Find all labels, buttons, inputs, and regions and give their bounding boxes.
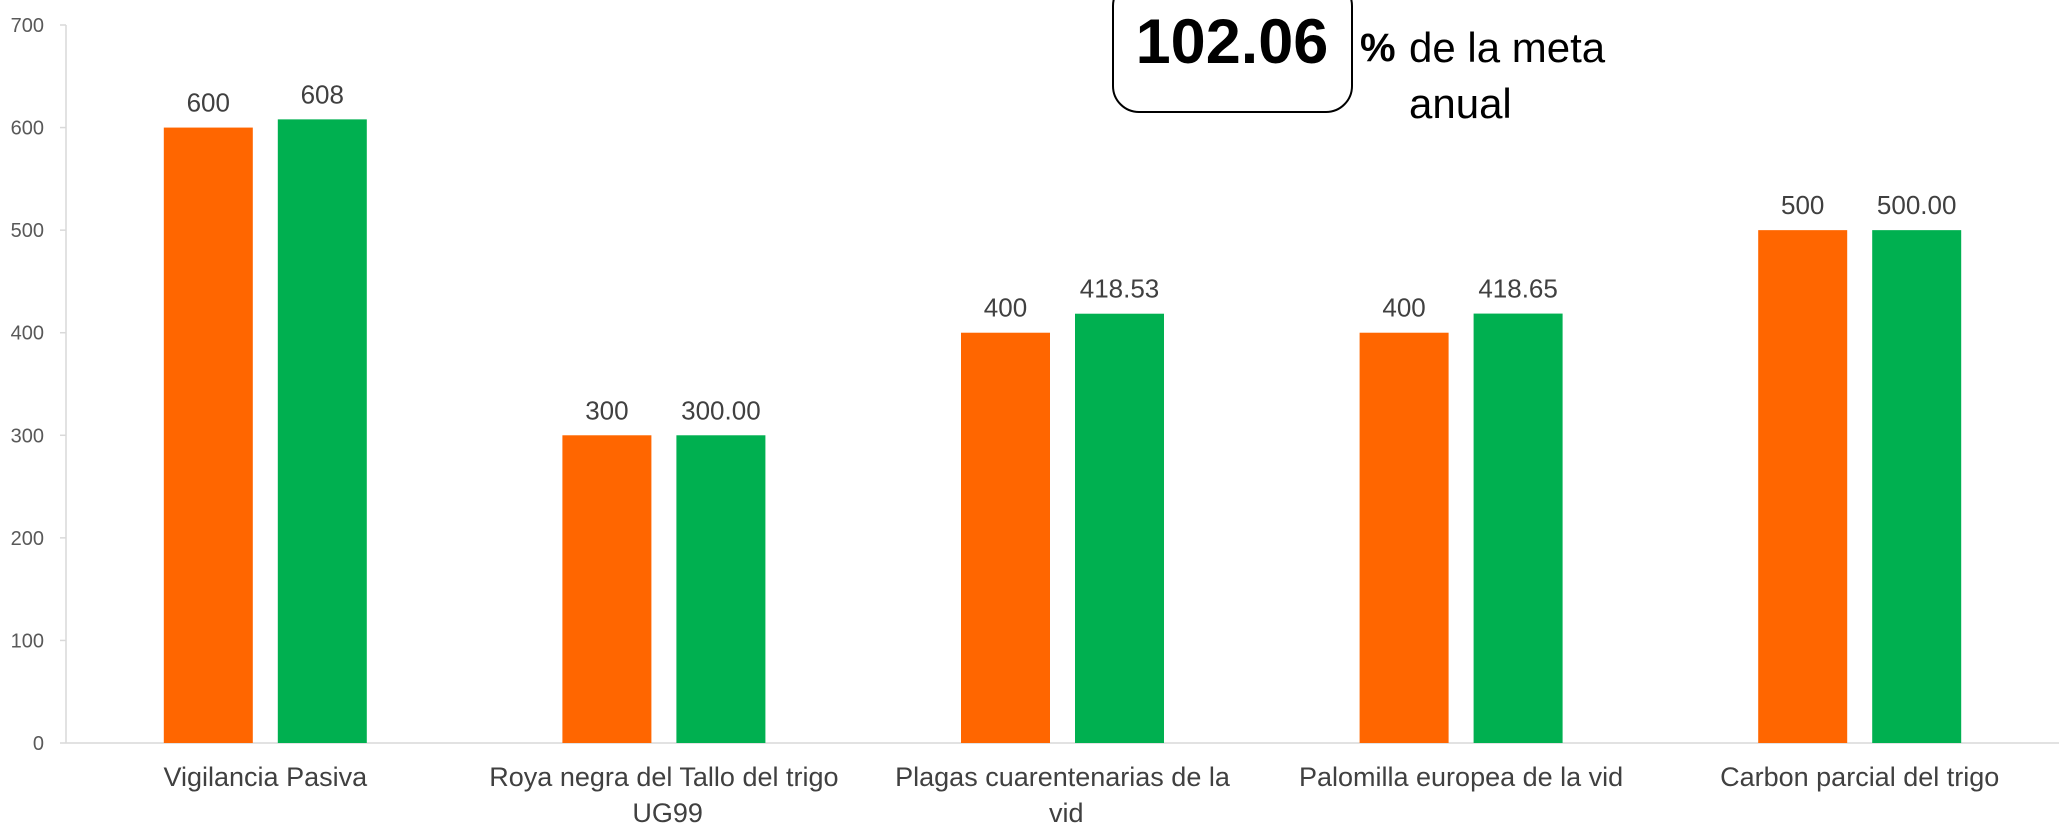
x-tick-label: Roya negra del Tallo del trigo UG99 [489,762,838,828]
annotation-value: 102.06 [1136,7,1329,77]
x-tick-label: Vigilancia Pasiva [163,762,368,792]
value-label: 500 [1781,190,1824,220]
bar [1473,313,1563,743]
value-label: 500.00 [1877,190,1957,220]
x-tick-label: Plagas cuarentenarias de la vid [895,762,1231,828]
x-tick-label: Carbon parcial del trigo [1720,762,1999,792]
bar [562,435,652,743]
y-tick-label: 500 [11,220,44,242]
y-tick-label: 600 [11,118,44,140]
value-label: 400 [984,293,1027,323]
bar [1359,332,1449,743]
bar [163,127,253,744]
annotation-box [1112,0,1353,113]
value-label: 300.00 [681,395,761,425]
value-label: 400 [1382,293,1425,323]
annotation-unit: % [1360,26,1396,70]
y-tick-label: 400 [11,323,44,345]
annotation-text: anual [1409,80,1512,127]
bar [961,332,1050,743]
bar [676,435,766,743]
bar [277,119,367,743]
bar [1872,230,1962,744]
annotation-text: de la meta [1409,24,1606,71]
value-label: 300 [585,395,628,425]
y-tick-label: 200 [11,528,44,550]
value-label: 418.53 [1080,274,1160,304]
y-tick-label: 700 [11,15,44,37]
value-label: 608 [301,79,344,109]
value-label: 418.65 [1478,274,1558,304]
bar [1075,313,1164,743]
value-label: 600 [187,88,230,118]
bar [1758,230,1848,744]
y-tick-label: 100 [11,630,44,652]
x-tick-label: Palomilla europea de la vid [1299,762,1623,792]
y-tick-label: 0 [33,733,44,755]
y-tick-label: 300 [11,425,44,447]
